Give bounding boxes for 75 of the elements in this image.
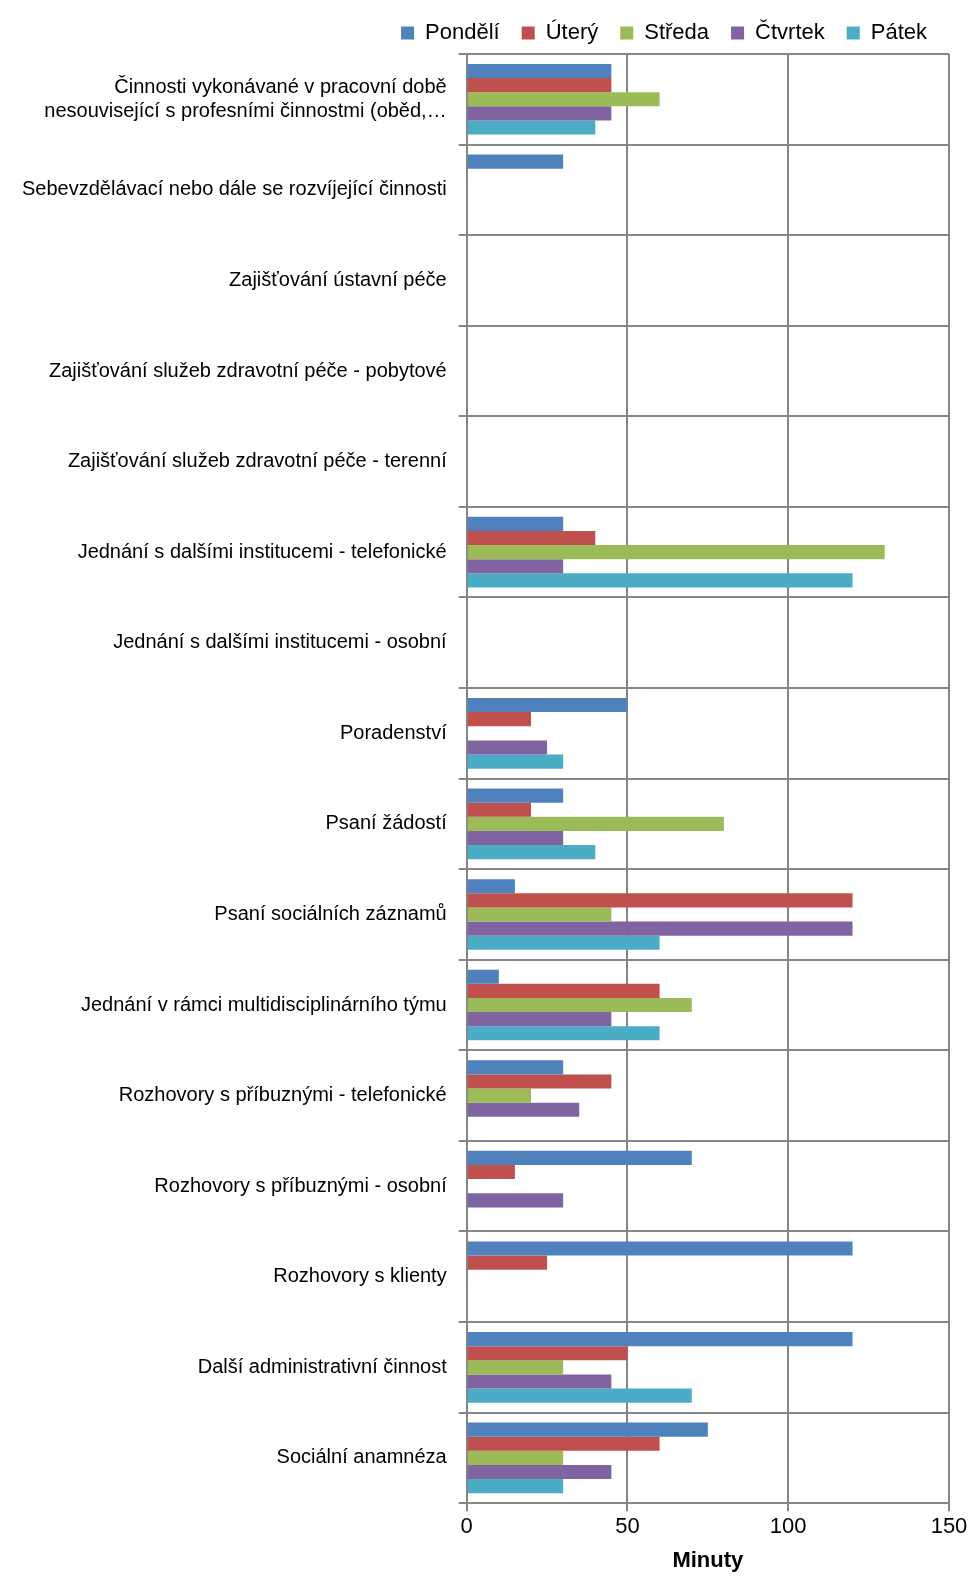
bar bbox=[467, 573, 853, 588]
y-tick-label: Činnosti vykonávané v pracovní době nesouvisející s profesními činnostmi (oběd,… bbox=[44, 74, 447, 121]
bar bbox=[467, 92, 660, 107]
bar bbox=[467, 545, 885, 560]
x-tick-label: 100 bbox=[769, 1513, 807, 1539]
bar bbox=[467, 1150, 692, 1165]
y-tick-label: Poradenství bbox=[339, 720, 448, 743]
bar bbox=[467, 1450, 564, 1465]
bar bbox=[467, 559, 564, 574]
y-tick-label: Sociální anamnéza bbox=[276, 1445, 448, 1468]
y-tick-label: Zajišťování ústavní péče bbox=[229, 267, 447, 290]
bar bbox=[467, 740, 548, 755]
bar bbox=[467, 1060, 564, 1075]
bar bbox=[467, 516, 564, 531]
bar bbox=[467, 907, 612, 922]
bar bbox=[467, 788, 564, 803]
x-tick-label: 150 bbox=[930, 1513, 968, 1539]
bar bbox=[467, 697, 628, 713]
bar bbox=[467, 1422, 708, 1437]
bar bbox=[467, 78, 612, 93]
y-tick-label: Rozhovory s příbuznými - telefonické bbox=[118, 1083, 447, 1106]
bar bbox=[467, 921, 853, 936]
bar bbox=[467, 530, 596, 546]
bar bbox=[467, 1164, 515, 1180]
bar bbox=[467, 1088, 531, 1103]
legend-label: Čtvrtek bbox=[755, 19, 826, 45]
bar bbox=[467, 106, 612, 121]
bar bbox=[467, 969, 499, 984]
bar bbox=[467, 1346, 628, 1361]
x-axis-title: Minuty bbox=[672, 1546, 745, 1572]
y-tick-label: Jednání v rámci multidisciplinárního týmu bbox=[80, 992, 447, 1015]
y-tick-label: Sebevzdělávací nebo dále se rozvíjející činnosti bbox=[22, 177, 447, 200]
y-tick-label: Další administrativní činnost bbox=[197, 1354, 448, 1377]
bar bbox=[467, 816, 724, 831]
bar bbox=[467, 1012, 612, 1027]
bar bbox=[467, 120, 596, 135]
bar bbox=[467, 830, 564, 846]
bar bbox=[467, 997, 692, 1013]
bar bbox=[467, 154, 564, 169]
y-tick-label: Rozhovory s příbuznými - osobní bbox=[154, 1173, 448, 1196]
bar bbox=[467, 1360, 564, 1375]
bar bbox=[467, 893, 853, 908]
x-tick-label: 0 bbox=[460, 1513, 473, 1539]
bar bbox=[467, 983, 660, 998]
bar bbox=[467, 63, 612, 79]
bar bbox=[467, 712, 531, 727]
y-tick-label: Rozhovory s klienty bbox=[273, 1264, 447, 1287]
bar bbox=[467, 1479, 564, 1494]
y-tick-label: Zajišťování služeb zdravotní péče - pobytové bbox=[48, 358, 447, 381]
legend-label: Úterý bbox=[545, 19, 599, 45]
bar bbox=[467, 1255, 548, 1270]
bar bbox=[467, 754, 564, 769]
bar bbox=[467, 1026, 660, 1041]
bar bbox=[467, 1193, 564, 1208]
legend-label: Středa bbox=[644, 19, 710, 45]
bar bbox=[467, 1464, 612, 1480]
y-tick-label: Psaní žádostí bbox=[325, 811, 448, 834]
bar bbox=[467, 1388, 692, 1403]
bar bbox=[467, 879, 515, 894]
x-tick-label: 50 bbox=[615, 1513, 640, 1539]
bar bbox=[467, 1074, 612, 1089]
bar bbox=[467, 1102, 580, 1117]
bar bbox=[467, 802, 531, 817]
bar bbox=[467, 1241, 853, 1256]
bar bbox=[467, 1374, 612, 1389]
y-tick-label: Jednání s dalšími institucemi - telefonické bbox=[77, 539, 447, 562]
legend-label: Pondělí bbox=[425, 19, 500, 45]
bar bbox=[467, 1436, 660, 1451]
legend-label: Pátek bbox=[870, 19, 928, 45]
bar bbox=[467, 935, 660, 950]
bar bbox=[467, 845, 596, 860]
y-tick-label: Jednání s dalšími institucemi - osobní bbox=[113, 630, 448, 653]
y-tick-label: Zajišťování služeb zdravotní péče - terenní bbox=[67, 449, 448, 472]
y-tick-label: Psaní sociálních záznamů bbox=[214, 901, 447, 924]
bar bbox=[467, 1332, 853, 1347]
